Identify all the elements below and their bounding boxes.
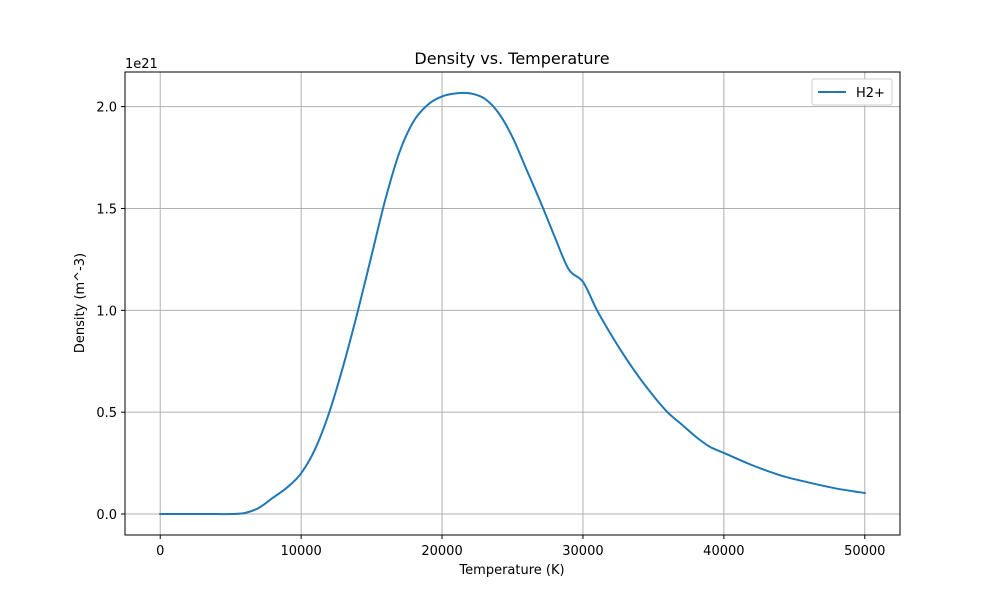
grid-layer — [125, 72, 900, 535]
chart-title: Density vs. Temperature — [414, 49, 609, 68]
x-tick-label: 10000 — [280, 544, 321, 559]
y-tick-label: 2.0 — [96, 101, 117, 116]
legend: H2+ — [811, 78, 893, 106]
plot-frame — [124, 71, 901, 536]
y-tick-label: 1.5 — [96, 202, 117, 217]
x-tick-label: 30000 — [562, 544, 603, 559]
y-tick-label: 0.5 — [96, 406, 117, 421]
x-tick-label: 50000 — [844, 544, 885, 559]
y-axis-label: Density (m^-3) — [73, 253, 88, 353]
tick-layer: 0 10000 20000 30000 40000 50000 0.0 0.5 1.0 1.5 2.… — [96, 101, 885, 559]
x-tick-label: 20000 — [421, 544, 462, 559]
x-axis-label: Temperature (K) — [458, 563, 564, 578]
series-layer — [159, 91, 866, 516]
y-tick-label: 0.0 — [96, 508, 117, 523]
y-offset-label: 1e21 — [125, 57, 158, 72]
legend-label: H2+ — [856, 86, 885, 101]
series-line-0 — [159, 91, 866, 516]
y-tick-label: 1.0 — [96, 304, 117, 319]
x-tick-label: 0 — [156, 544, 164, 559]
x-tick-label: 40000 — [703, 544, 744, 559]
legend-box — [811, 78, 893, 106]
